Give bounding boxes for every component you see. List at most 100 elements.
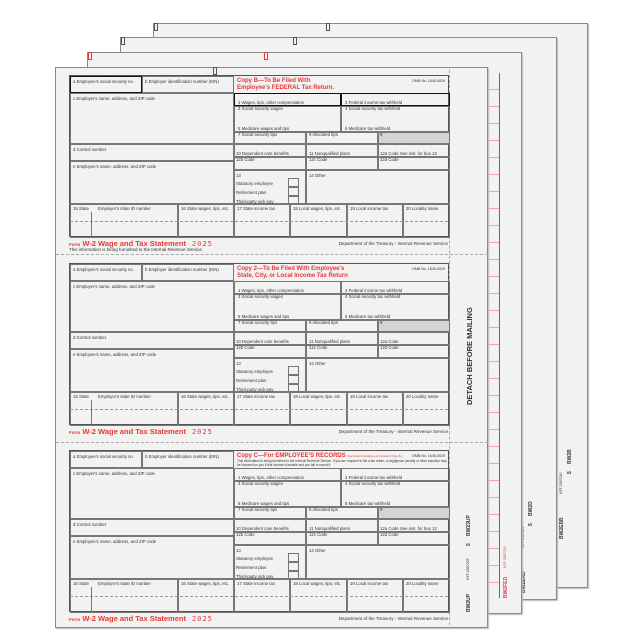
form-box[interactable] — [234, 320, 306, 332]
employer-name-field[interactable] — [70, 281, 234, 332]
box2-label: 2 Federal income tax withheld — [345, 100, 403, 105]
box7-label: 7 Social security tips — [238, 507, 278, 512]
form-box[interactable] — [378, 345, 450, 358]
alignment-tab — [154, 23, 158, 31]
ssn-field[interactable] — [70, 451, 142, 468]
box3-label: 3 Social security wages — [238, 106, 283, 111]
form-box[interactable] — [234, 170, 306, 204]
form-edge — [489, 73, 500, 598]
form-box[interactable] — [234, 157, 306, 170]
control-number-field[interactable] — [70, 144, 234, 161]
form-box[interactable] — [378, 144, 450, 157]
third-party-sick-pay-checkbox[interactable] — [288, 384, 299, 393]
retirement-plan-checkbox[interactable] — [288, 562, 299, 571]
employer-name-field[interactable] — [70, 468, 234, 519]
form-box[interactable] — [234, 332, 306, 345]
form-box[interactable] — [306, 519, 378, 532]
box4-6-field[interactable] — [341, 294, 450, 320]
box9-field[interactable] — [378, 507, 450, 519]
control-number-field[interactable] — [70, 519, 234, 536]
ssn-field[interactable] — [70, 76, 142, 93]
box15-label: 15 State — [73, 581, 90, 586]
form-box[interactable] — [234, 345, 306, 358]
form-box[interactable] — [306, 157, 378, 170]
w2-form-copy: a Employee's social security no. b Employ… — [69, 450, 450, 613]
dotted-divider — [70, 596, 448, 597]
form-box[interactable] — [306, 132, 378, 144]
employee-name-field[interactable] — [70, 349, 234, 392]
box1-field[interactable] — [234, 281, 341, 294]
copy-title-line2: Employee's FEDERAL Tax Return. — [237, 85, 335, 92]
form-word: Form — [69, 617, 81, 622]
box19-label: 19 Local income tax — [350, 394, 389, 399]
form-box[interactable] — [378, 519, 450, 532]
box1-field[interactable] — [234, 93, 341, 106]
box4-6-field[interactable] — [341, 481, 450, 507]
statutory-employee-checkbox[interactable] — [288, 178, 299, 187]
form-box[interactable] — [234, 132, 306, 144]
employee-name-field[interactable] — [70, 536, 234, 579]
retirement-plan-checkbox[interactable] — [288, 375, 299, 384]
form-box[interactable] — [234, 519, 306, 532]
box12a-label: 12a Code See inst. for box 12 — [380, 151, 437, 156]
box14-field[interactable] — [306, 358, 450, 392]
box1-field[interactable] — [234, 468, 341, 481]
form-box[interactable] — [306, 332, 378, 345]
box6-label: 6 Medicare tax withheld — [345, 314, 391, 319]
box2-field[interactable] — [341, 468, 450, 481]
form-box[interactable] — [306, 345, 378, 358]
retirement-plan-checkbox[interactable] — [288, 187, 299, 196]
form-box[interactable] — [378, 332, 450, 345]
box4-label: 4 Social security tax withheld — [345, 481, 401, 486]
form-box[interactable] — [306, 507, 378, 519]
employee-name-field[interactable] — [70, 161, 234, 204]
control-number-label: d Control number — [73, 147, 107, 152]
form-box[interactable] — [378, 532, 450, 545]
third-party-sick-pay-checkbox[interactable] — [288, 196, 299, 205]
employee-name-label: e Employee's name, address, and ZIP code — [73, 539, 157, 544]
copy-title: Copy C—For EMPLOYEE'S RECORDS (See Notic… — [237, 453, 402, 460]
form-box[interactable] — [234, 545, 306, 579]
statutory-employee-checkbox[interactable] — [288, 366, 299, 375]
form-box[interactable] — [306, 144, 378, 157]
control-number-field[interactable] — [70, 332, 234, 349]
box14-field[interactable] — [306, 170, 450, 204]
form-box[interactable] — [378, 157, 450, 170]
box20-label: 20 Locality name — [406, 206, 439, 211]
ssn-field[interactable] — [70, 264, 142, 281]
department-label: Department of the Treasury - Internal Re… — [338, 429, 448, 434]
box2-field[interactable] — [341, 281, 450, 294]
omb-number: OMB No. 1545-0029 — [412, 454, 445, 458]
box2-label: 2 Federal income tax withheld — [345, 475, 403, 480]
ein-field[interactable] — [142, 76, 234, 93]
ein-field[interactable] — [142, 264, 234, 281]
form-box[interactable] — [234, 358, 306, 392]
form-box[interactable] — [306, 532, 378, 545]
box4-6-field[interactable] — [341, 106, 450, 132]
box3-5-field[interactable] — [234, 481, 341, 507]
box9-field[interactable] — [378, 320, 450, 332]
form-box[interactable] — [234, 532, 306, 545]
box12a-label: 12a Code See inst. for box 12 — [380, 526, 437, 531]
box17-label: 17 State income tax — [237, 581, 275, 586]
omb-number: OMB No. 1545-0029 — [412, 79, 445, 83]
third-party-sick-pay-checkbox[interactable] — [288, 571, 299, 580]
employer-name-field[interactable] — [70, 93, 234, 144]
state-id-label: Employer's state ID number — [98, 581, 151, 586]
form-box[interactable] — [234, 144, 306, 157]
statutory-employee-checkbox[interactable] — [288, 553, 299, 562]
box8-label: 8 Allocated tips — [309, 132, 338, 137]
statutory-employee-label: Statutory employee — [236, 369, 274, 374]
form-box[interactable] — [306, 320, 378, 332]
box14-field[interactable] — [306, 545, 450, 579]
tax-year: 2025 — [191, 240, 213, 248]
ntf-number: NTF 2587009 — [466, 558, 470, 580]
form-title: Form W-2 Wage and Tax Statement 2025 — [69, 239, 213, 248]
box3-5-field[interactable] — [234, 294, 341, 320]
ein-field[interactable] — [142, 451, 234, 468]
form-box[interactable] — [234, 507, 306, 519]
box3-5-field[interactable] — [234, 106, 341, 132]
box2-field[interactable] — [341, 93, 450, 106]
omb-number: OMB No. 1545-0029 — [412, 267, 445, 271]
box9-field[interactable] — [378, 132, 450, 144]
